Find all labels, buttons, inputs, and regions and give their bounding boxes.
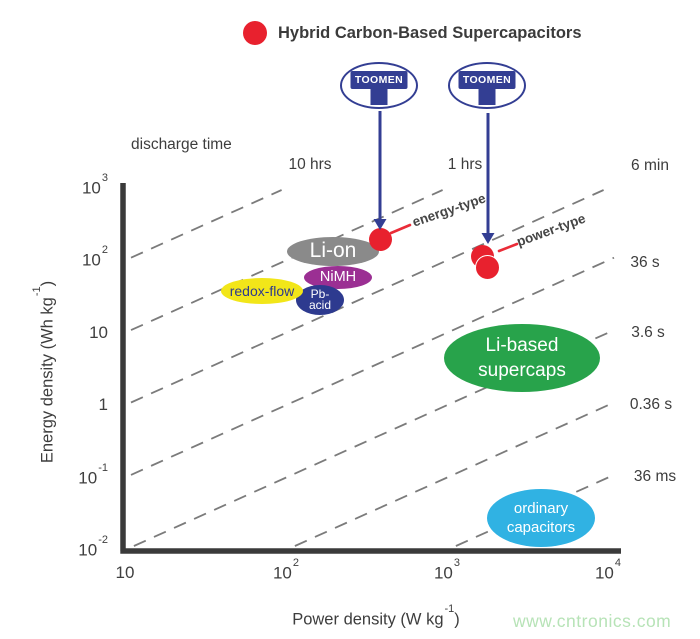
isochrone-line-36-ms xyxy=(455,474,615,547)
toomen-logo-text: TOOMEN xyxy=(350,71,408,89)
watermark: www.cntronics.com xyxy=(513,611,672,631)
x-axis-title-close: ) xyxy=(454,610,460,629)
region-nimh-label: NiMH xyxy=(319,268,357,285)
region-libased-label: supercaps xyxy=(478,360,566,381)
discharge-time-label: discharge time xyxy=(131,136,232,153)
y-tick-base: 10 xyxy=(78,468,98,488)
power-dot-2 xyxy=(474,254,500,280)
isochrone-line-1-hrs xyxy=(130,189,443,331)
y-tick-exponent: 3 xyxy=(101,172,108,184)
x-tick-base: 10 xyxy=(594,563,614,583)
y-tick-base: 10 xyxy=(89,322,108,342)
region-pbacid: Pb-acid xyxy=(296,285,344,315)
chart-legend: Hybrid Carbon-Based Supercapacitors xyxy=(243,21,582,45)
region-redox: redox-flow xyxy=(221,278,303,304)
x-axis-title-text: Power density (W kg xyxy=(292,610,444,629)
isochrone-line-10-hrs xyxy=(130,189,282,259)
y-tick-base: 10 xyxy=(81,251,101,271)
time-label-36-ms: 36 ms xyxy=(633,468,677,485)
time-label-0.36-s: 0.36 s xyxy=(629,396,673,413)
y-axis-title-exponent: -1 xyxy=(30,286,43,297)
region-pbacid-label: acid xyxy=(308,298,331,312)
region-libased: Li-based supercaps xyxy=(444,324,600,392)
x-tick-exponent: 4 xyxy=(614,557,622,569)
time-label-1-hrs: 1 hrs xyxy=(447,156,483,173)
axes-lines xyxy=(120,183,621,554)
y-tick-2: 10 xyxy=(89,323,108,343)
y-tick-1: 102 xyxy=(81,244,108,271)
x-tick-base: 10 xyxy=(272,563,292,583)
region-ordinary-label: ordinary xyxy=(513,500,569,517)
region-libased-label: Li-based xyxy=(485,335,559,356)
time-label-3.6-s: 3.6 s xyxy=(631,324,665,341)
toomen-logo-text: TOOMEN xyxy=(458,71,516,89)
region-redox-label: redox-flow xyxy=(229,282,295,299)
energy-dot xyxy=(368,227,392,251)
y-tick-0: 103 xyxy=(81,172,108,199)
region-liion-label: Li-on xyxy=(309,239,357,262)
y-tick-4: 10-1 xyxy=(78,462,108,489)
y-tick-3: 1 xyxy=(99,395,108,415)
x-axis-title: Power density (W kg-1) xyxy=(292,603,460,630)
region-pbacid-label: Pb- xyxy=(310,287,330,301)
x-tick-base: 10 xyxy=(115,563,135,582)
y-tick-exponent: 2 xyxy=(101,244,108,257)
time-label-36-s: 36 s xyxy=(630,254,660,271)
y-tick-base: 1 xyxy=(98,395,108,415)
legend-red-dot-icon xyxy=(243,21,267,45)
x-tick-2: 103 xyxy=(433,557,460,584)
isochrone-line-0.36-s xyxy=(294,401,615,547)
region-liion: Li-on xyxy=(287,236,379,266)
y-tick-base: 10 xyxy=(81,178,101,198)
y-tick-base: 10 xyxy=(78,540,98,560)
toomen-logo-stem xyxy=(370,89,388,105)
time-label-10-hrs: 10 hrs xyxy=(288,156,332,173)
x-tick-base: 10 xyxy=(433,563,453,583)
region-ordinary: ordinary capacitors xyxy=(487,489,595,547)
region-ordinary-label: capacitors xyxy=(506,519,576,536)
x-tick-exponent: 3 xyxy=(453,557,461,569)
region-nimh: NiMH xyxy=(304,265,372,289)
y-axis-title-text: Energy density (Wh kg xyxy=(38,297,57,464)
toomen-logo-stem xyxy=(478,89,496,105)
isochrone-line-36-s xyxy=(130,256,615,476)
time-label-6-min: 6 min xyxy=(631,157,669,174)
y-axis-title: Energy density (Wh kg-1) xyxy=(31,281,58,464)
y-tick-exponent: -1 xyxy=(98,461,108,474)
x-tick-exponent: 2 xyxy=(292,557,300,569)
x-tick-3: 104 xyxy=(594,557,621,584)
x-axis-title-exponent: -1 xyxy=(444,603,455,615)
toomen-logo-2: TOOMEN xyxy=(448,62,526,109)
y-tick-5: 10-2 xyxy=(78,534,108,561)
legend-title: Hybrid Carbon-Based Supercapacitors xyxy=(278,23,582,42)
toomen-logo-1: TOOMEN xyxy=(340,62,418,109)
x-tick-0: 10 xyxy=(116,563,135,583)
x-tick-1: 102 xyxy=(272,557,299,584)
y-tick-exponent: -2 xyxy=(98,534,108,546)
